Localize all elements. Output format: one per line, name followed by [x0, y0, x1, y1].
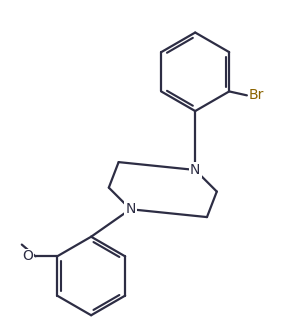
Text: N: N	[125, 202, 136, 216]
Text: N: N	[190, 163, 200, 177]
Text: O: O	[23, 249, 33, 263]
Text: Br: Br	[249, 88, 264, 102]
